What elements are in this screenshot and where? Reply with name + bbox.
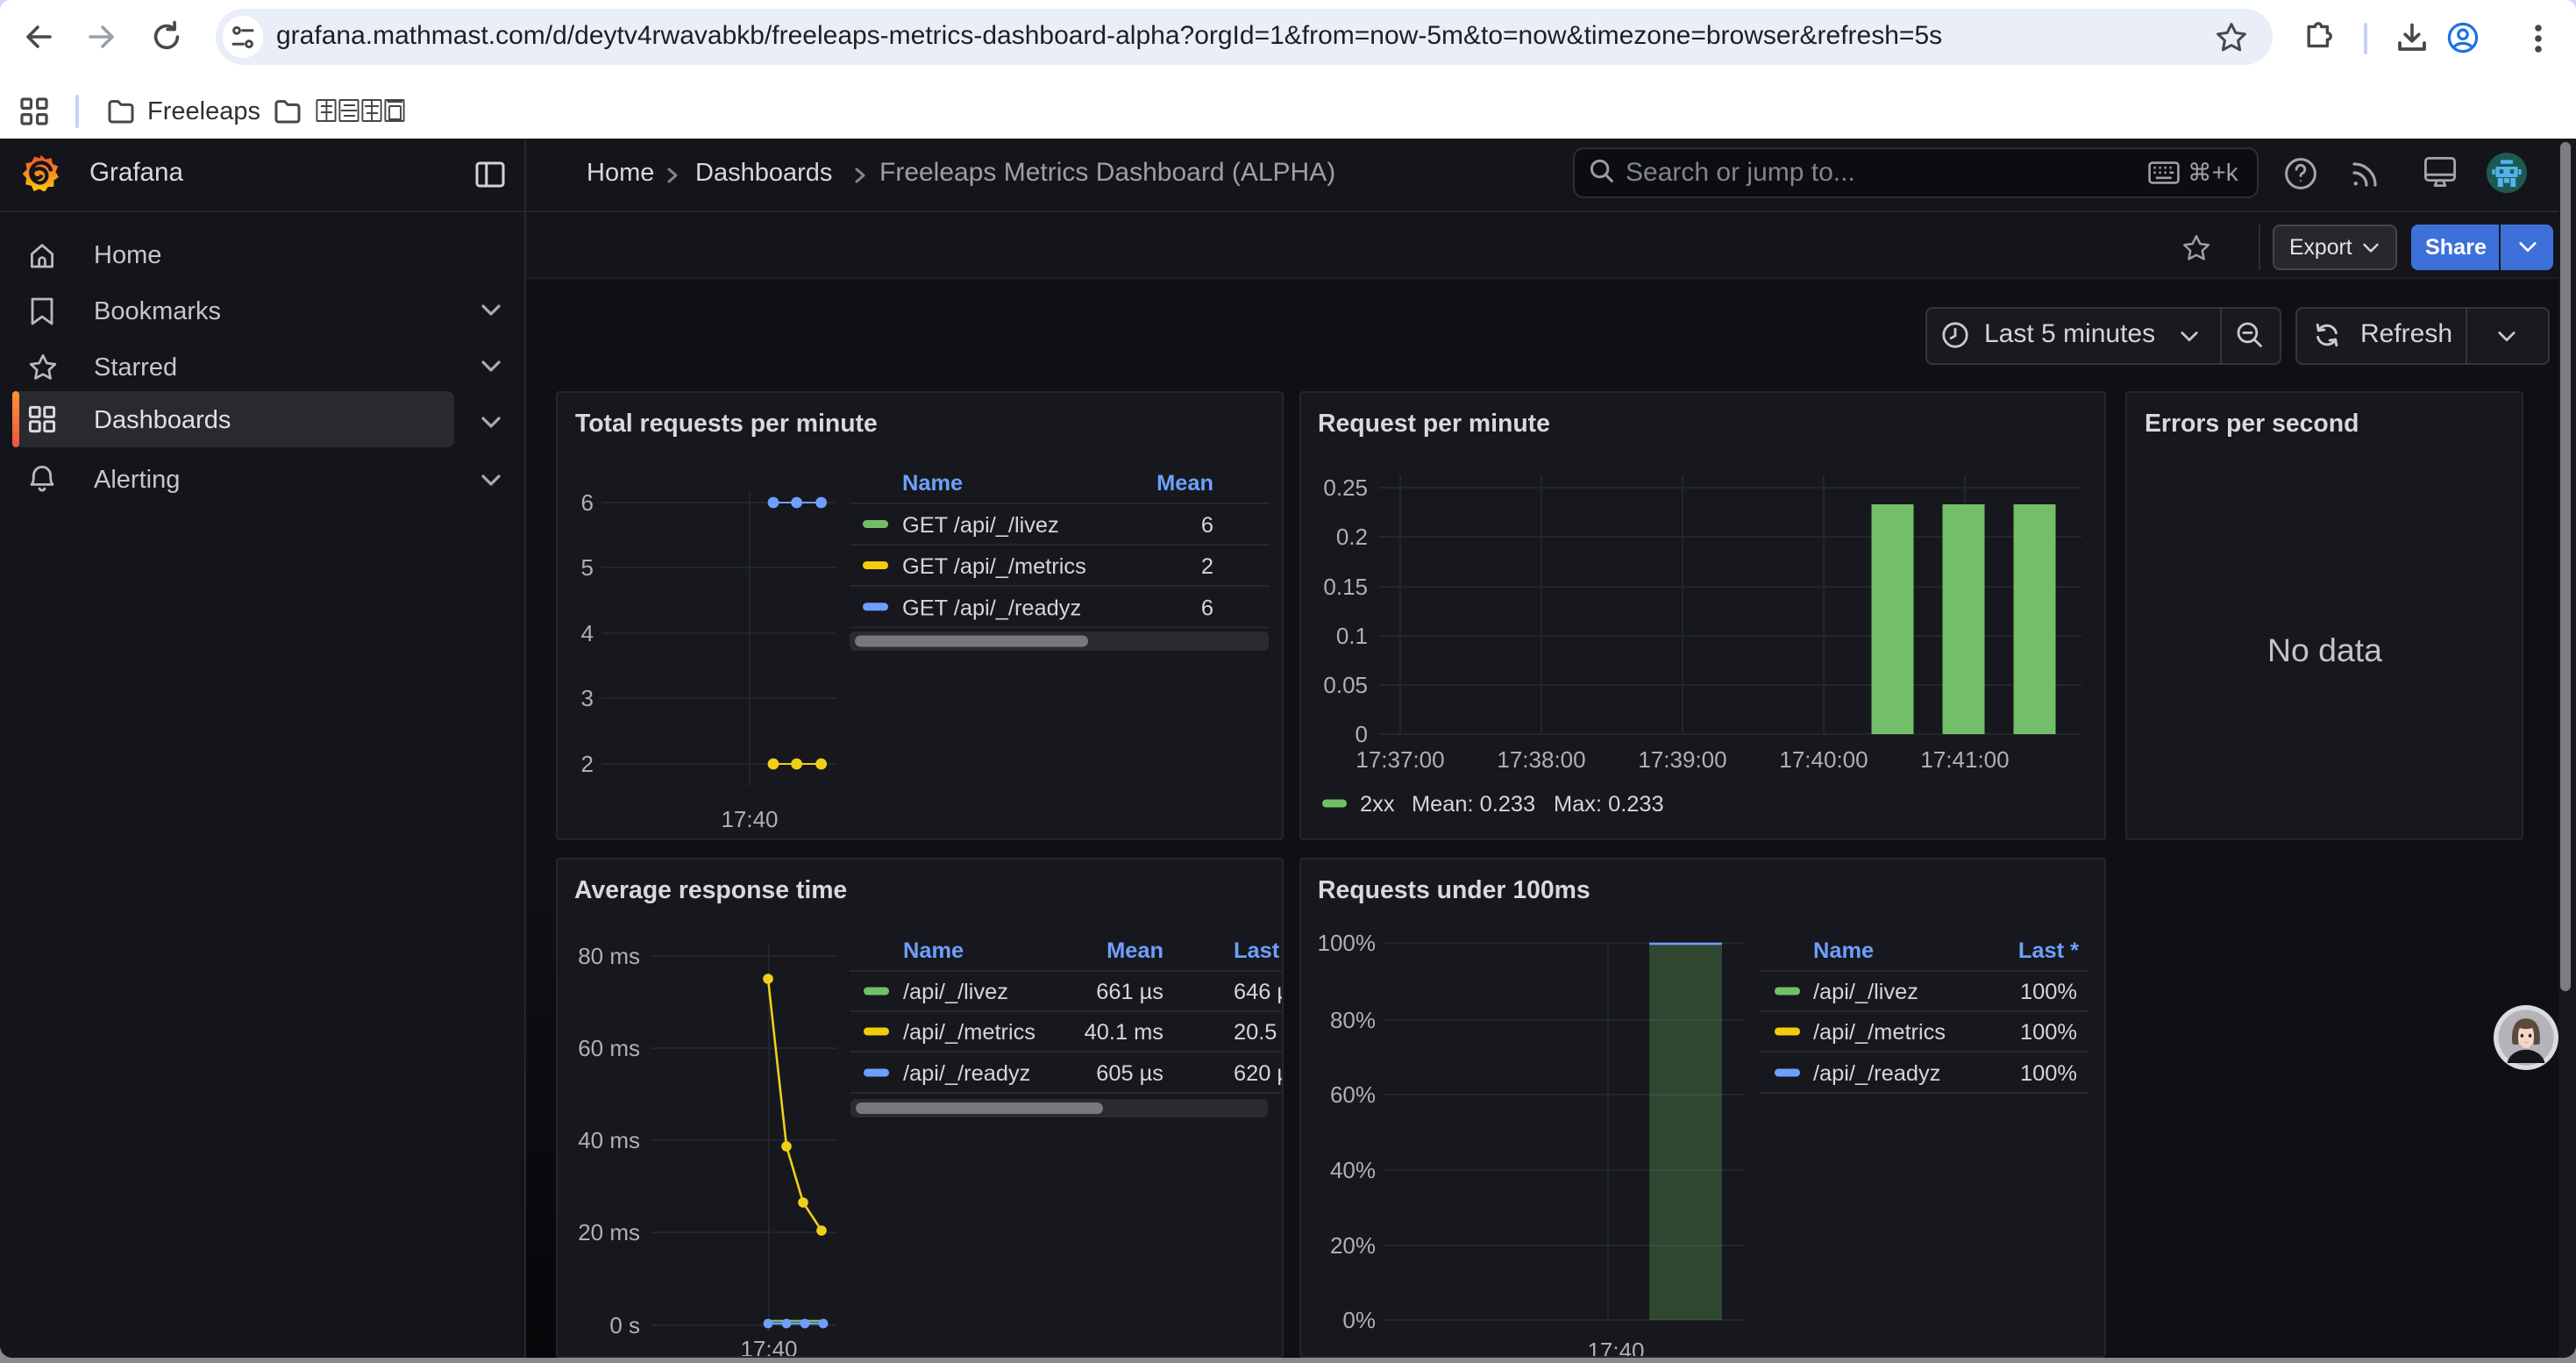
svg-text:100%: 100% [2019,1020,2076,1045]
svg-text:17:40: 17:40 [720,806,777,832]
svg-text:0 s: 0 s [608,1312,639,1338]
svg-text:/api/_/metrics: /api/_/metrics [1812,1020,1945,1045]
svg-text:20%: 20% [1329,1232,1375,1259]
svg-text:0.25: 0.25 [1322,475,1367,501]
svg-text:17:37:00: 17:37:00 [1355,746,1443,773]
svg-text:2: 2 [580,751,593,777]
svg-text:17:40:00: 17:40:00 [1778,746,1867,773]
svg-text:Last *: Last * [2017,938,2078,963]
svg-text:2xx: 2xx [1359,792,1394,817]
svg-text:Mean: Mean [1106,938,1163,963]
svg-text:17:39:00: 17:39:00 [1637,746,1726,773]
svg-text:Max: 0.233: Max: 0.233 [1553,792,1663,817]
svg-text:/api/_/readyz: /api/_/readyz [1812,1061,1939,1086]
svg-text:GET /api/_/livez: GET /api/_/livez [901,513,1058,538]
svg-text:646 µs: 646 µs [1233,980,1281,1004]
svg-text:/api/_/readyz: /api/_/readyz [902,1061,1029,1086]
svg-text:2: 2 [1200,554,1213,579]
svg-text:20.5 ms: 20.5 ms [1233,1020,1281,1045]
svg-text:3: 3 [580,685,593,711]
svg-text:Name: Name [902,938,963,963]
svg-text:605 µs: 605 µs [1095,1061,1163,1086]
svg-text:100%: 100% [2019,980,2076,1004]
svg-text:Last *: Last * [1233,938,1281,963]
svg-text:0%: 0% [1341,1307,1375,1333]
svg-text:/api/_/livez: /api/_/livez [1812,980,1918,1004]
svg-text:620 µs: 620 µs [1233,1061,1281,1086]
svg-text:0.1: 0.1 [1335,623,1367,649]
svg-text:Mean: 0.233: Mean: 0.233 [1411,792,1534,817]
svg-text:100%: 100% [1317,930,1376,956]
svg-text:40.1 ms: 40.1 ms [1084,1020,1163,1045]
svg-text:GET /api/_/readyz: GET /api/_/readyz [901,596,1080,621]
svg-text:40%: 40% [1329,1157,1375,1183]
svg-text:20 ms: 20 ms [577,1219,639,1245]
svg-text:0.05: 0.05 [1322,672,1367,698]
svg-text:17:38:00: 17:38:00 [1496,746,1584,773]
svg-text:6: 6 [1200,513,1213,538]
svg-text:Name: Name [1812,938,1873,963]
svg-text:17:41:00: 17:41:00 [1919,746,2008,773]
svg-text:17:40: 17:40 [739,1336,796,1356]
svg-text:4: 4 [580,620,593,646]
svg-text:/api/_/metrics: /api/_/metrics [902,1020,1035,1045]
svg-text:80 ms: 80 ms [577,943,639,969]
svg-text:0: 0 [1355,721,1367,747]
svg-text:17:40: 17:40 [1586,1338,1643,1356]
svg-text:0.15: 0.15 [1322,574,1367,600]
svg-text:5: 5 [580,554,593,581]
svg-text:GET /api/_/metrics: GET /api/_/metrics [901,554,1085,579]
svg-text:60 ms: 60 ms [577,1035,639,1061]
svg-text:6: 6 [1200,596,1213,621]
svg-text:0.2: 0.2 [1335,524,1367,550]
svg-text:40 ms: 40 ms [577,1127,639,1153]
svg-text:/api/_/livez: /api/_/livez [902,980,1007,1004]
svg-text:60%: 60% [1329,1081,1375,1108]
svg-text:661 µs: 661 µs [1095,980,1163,1004]
svg-text:Name: Name [901,471,962,496]
svg-text:100%: 100% [2019,1061,2076,1086]
svg-text:6: 6 [580,489,593,516]
svg-text:80%: 80% [1329,1007,1375,1033]
svg-text:Mean: Mean [1156,471,1213,496]
